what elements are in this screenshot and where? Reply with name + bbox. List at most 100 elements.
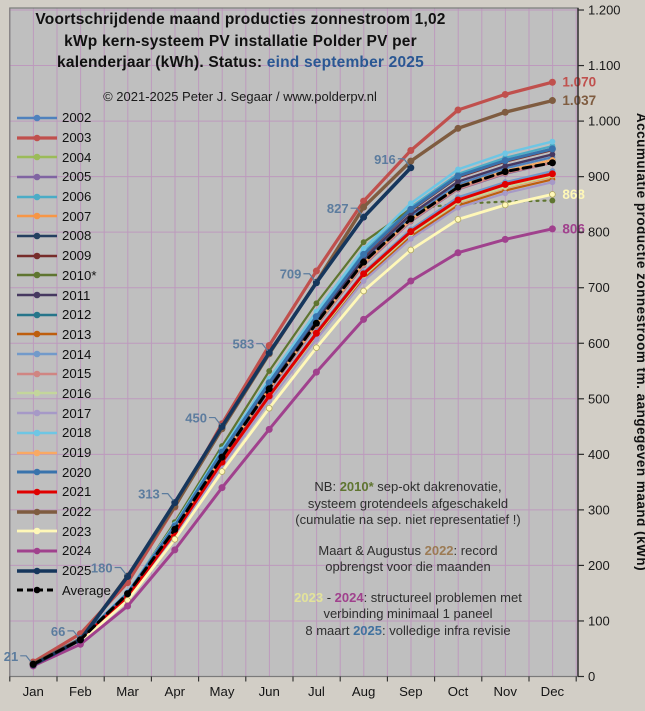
legend-label: Average — [62, 582, 111, 598]
annotation-year: 2022 — [424, 542, 454, 558]
chart-title-line3: kalenderjaar (kWh). Status: eind septemb… — [18, 52, 463, 74]
legend: 2002 2003 2004 2005 2006 2007 2008 2009 2010* 201… — [16, 108, 111, 600]
legend-item-2023: 2023 — [16, 521, 111, 541]
legend-item-2003: 2003 — [16, 128, 111, 148]
legend-item-2009: 2009 — [16, 246, 111, 266]
annotation-text: 8 maart — [305, 622, 354, 638]
legend-label: 2019 — [62, 445, 92, 461]
legend-swatch-icon — [17, 173, 57, 181]
end-label-2022: 1.037 — [562, 93, 596, 108]
y-tick-label: 500 — [588, 391, 610, 406]
legend-swatch-icon — [17, 350, 57, 358]
x-axis-label-jan: Jan — [23, 684, 44, 699]
annotation-year: 2023 — [294, 589, 324, 605]
annotation-text: verbinding minimaal 1 paneel — [323, 606, 493, 621]
x-axis-label-jul: Jul — [308, 684, 325, 699]
legend-label: 2016 — [62, 385, 92, 401]
end-label-2023: 868 — [562, 187, 585, 202]
y-tick-label: 1.200 — [588, 3, 621, 18]
legend-label: 2007 — [62, 208, 92, 224]
chart-title-line1: Voortschrijdende maand producties zonnes… — [35, 11, 446, 28]
annotation-line-1: NB: 2010* sep-okt dakrenovatie, — [256, 479, 560, 496]
legend-label: 2014 — [62, 346, 92, 362]
legend-label: 2018 — [62, 425, 92, 441]
legend-item-2011: 2011 — [16, 285, 111, 305]
annotation-line-4: Maart & Augustus 2022: record — [256, 543, 560, 560]
x-axis-label-may: May — [210, 684, 235, 699]
legend-item-2005: 2005 — [16, 167, 111, 187]
y-tick-label: 100 — [588, 613, 610, 628]
annotation-text: systeem grotendeels afgeschakeld — [307, 495, 509, 511]
x-axis-label-aug: Aug — [352, 684, 375, 699]
legend-item-2010: 2010* — [16, 266, 111, 286]
x-axis-label-mar: Mar — [116, 684, 139, 699]
y-tick-label: 1.000 — [588, 114, 621, 129]
legend-label: 2002 — [62, 110, 92, 126]
legend-swatch-icon — [17, 429, 57, 437]
annotation-text: opbrengst voor die maanden — [325, 559, 491, 574]
x-axis-label-oct: Oct — [448, 684, 469, 699]
legend-swatch-icon — [17, 252, 57, 259]
legend-swatch-icon — [17, 449, 57, 456]
legend-label: 2005 — [62, 169, 92, 185]
legend-swatch-icon — [17, 527, 57, 535]
annotation-line-6: 2023 - 2024: structureel problemen met — [256, 590, 560, 607]
x-axis-label-nov: Nov — [493, 684, 517, 699]
gridlines — [9, 8, 578, 677]
annotation-year: 2010* — [339, 479, 374, 494]
legend-swatch-icon — [17, 134, 57, 141]
legend-label: 2006 — [62, 189, 92, 205]
annotation-text: - — [323, 589, 335, 605]
annotation-line-2: systeem grotendeels afgeschakeld — [256, 496, 560, 513]
annotation-year: 2025 — [353, 622, 382, 638]
legend-swatch-icon — [17, 291, 57, 299]
y-tick-label: 400 — [588, 447, 610, 462]
legend-swatch-icon — [17, 212, 57, 220]
annotation-text: (cumulatie na sep. niet representatief !… — [295, 512, 521, 527]
legend-item-2017: 2017 — [16, 403, 111, 423]
y-tick-label: 900 — [588, 169, 610, 184]
annotation-text: : volledige infra revisie — [381, 622, 511, 638]
x-axis-label-jun: Jun — [259, 684, 280, 699]
legend-label: 2024 — [62, 543, 92, 559]
legend-item-2018: 2018 — [16, 423, 111, 443]
annotation-text: sep-okt dakrenovatie, — [373, 479, 502, 494]
legend-item-2014: 2014 — [16, 344, 111, 364]
annotation-text: : structureel problemen met — [363, 589, 522, 605]
copyright-line: © 2021-2025 Peter J. Segaar / www.polder… — [103, 89, 377, 104]
legend-swatch-icon — [17, 488, 57, 496]
y-tick-label: 800 — [588, 225, 610, 240]
legend-swatch-icon — [17, 508, 57, 515]
legend-swatch-icon — [17, 153, 57, 161]
legend-label: 2020 — [62, 464, 92, 480]
legend-label: 2013 — [62, 326, 92, 342]
annotation-line-7: verbinding minimaal 1 paneel — [256, 606, 560, 623]
value-labels: 21 66 180 313 450 583 709 827 916 — [4, 152, 410, 664]
y-tick-label: 200 — [588, 558, 610, 573]
legend-label: 2008 — [62, 228, 92, 244]
legend-label: 2017 — [62, 405, 92, 421]
legend-label: 2012 — [62, 307, 92, 323]
chart-title-status-value: eind september 2025 — [266, 54, 424, 71]
legend-swatch-icon — [17, 567, 57, 574]
annotation-line-8: 8 maart 2025: volledige infra revisie — [256, 623, 560, 640]
legend-item-2016: 2016 — [16, 384, 111, 404]
x-axis: Jan Feb Mar Apr May Jun Jul Aug Sep Oct Nov Dec — [9, 676, 577, 699]
chart-title-line2: kWp kern-systeem PV installatie Polder P… — [64, 32, 417, 50]
x-axis-label-dec: Dec — [541, 684, 565, 699]
legend-swatch-icon — [17, 114, 57, 122]
svg-text:180: 180 — [91, 561, 113, 576]
annotation-line-5: opbrengst voor die maanden — [256, 559, 560, 576]
legend-item-2002: 2002 — [16, 108, 111, 128]
legend-swatch-icon — [17, 370, 57, 378]
svg-text:313: 313 — [138, 487, 160, 502]
annotation-text: Maart & Augustus — [318, 542, 425, 558]
legend-swatch-icon — [17, 547, 57, 555]
x-axis-label-sep: Sep — [399, 684, 422, 699]
legend-item-2015: 2015 — [16, 364, 111, 384]
legend-item-2008: 2008 — [16, 226, 111, 246]
annotation-text: : record — [453, 542, 498, 558]
legend-item-average: Average — [16, 581, 111, 601]
